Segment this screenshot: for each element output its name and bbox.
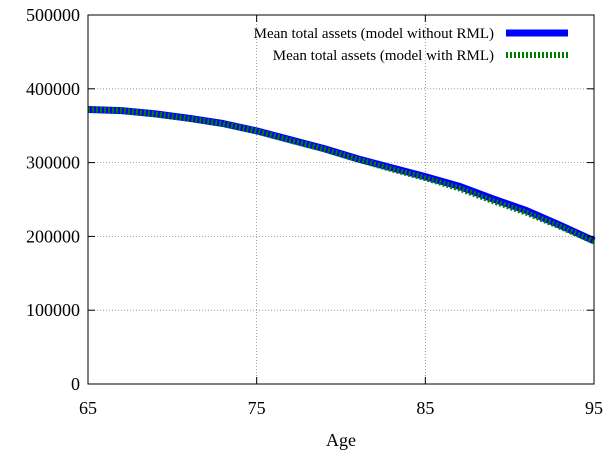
x-tick-label: 75 <box>248 398 266 418</box>
x-tick-label: 65 <box>79 398 97 418</box>
y-tick-label: 200000 <box>26 226 80 246</box>
x-tick-label: 95 <box>585 398 603 418</box>
x-axis-label: Age <box>326 430 356 450</box>
y-tick-label: 300000 <box>26 153 80 173</box>
axis-ticks: 0 100000 200000 300000 400000 500000 65 75 85 95 <box>26 5 603 418</box>
series-line-1 <box>87 106 596 244</box>
x-tick-label: 85 <box>416 398 434 418</box>
series-line-2 <box>87 106 596 245</box>
legend-entry-label: Mean total assets (model with RML) <box>273 48 494 64</box>
gridlines <box>88 15 594 384</box>
y-tick-label: 500000 <box>26 5 80 25</box>
plot-frame <box>87 14 595 385</box>
series-lines <box>87 106 596 245</box>
y-tick-label: 0 <box>71 374 80 394</box>
legend: Mean total assets (model without RML) Mea… <box>254 26 568 64</box>
y-tick-label: 100000 <box>26 300 80 320</box>
y-tick-label: 400000 <box>26 79 80 99</box>
legend-entry-label: Mean total assets (model without RML) <box>254 26 494 42</box>
